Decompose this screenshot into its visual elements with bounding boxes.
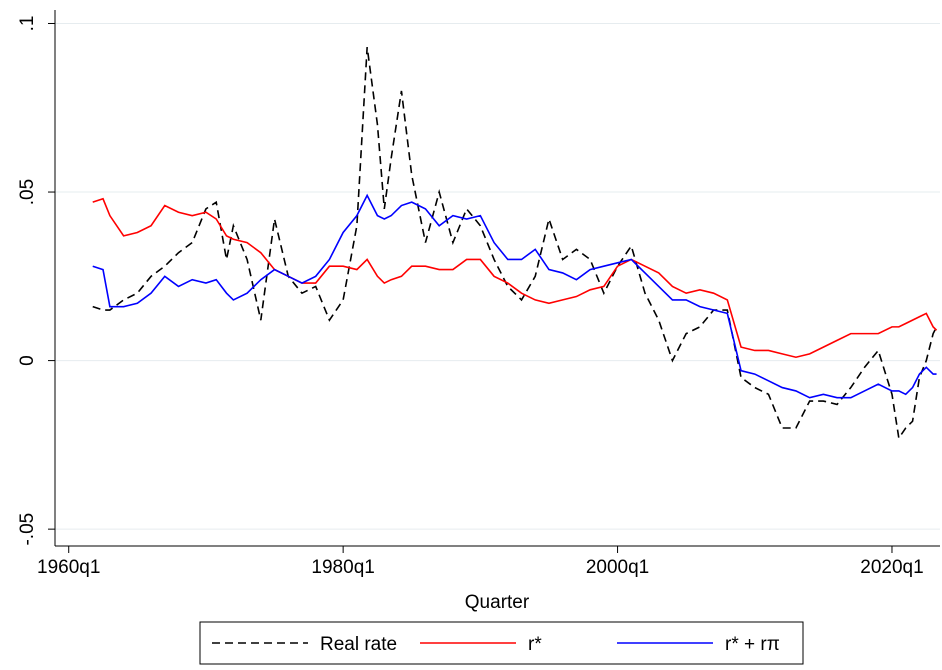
legend-label: r* + rπ [725, 634, 780, 655]
x-tick-label: 1980q1 [311, 557, 374, 578]
x-axis-label: Quarter [465, 592, 530, 613]
series-line [92, 197, 938, 359]
series-line [92, 193, 937, 399]
legend-label: r* [528, 634, 542, 655]
y-tick-label: .1 [17, 16, 38, 32]
x-tick-label: 1960q1 [37, 557, 100, 578]
y-tick-label: -.05 [17, 513, 38, 546]
y-tick-label: 0 [17, 355, 38, 366]
y-tick-label: .05 [17, 179, 38, 205]
x-tick-label: 2020q1 [860, 557, 923, 578]
x-tick-label: 2000q1 [586, 557, 649, 578]
legend-label: Real rate [320, 634, 397, 655]
series-line [92, 46, 938, 441]
legend [199, 621, 804, 665]
